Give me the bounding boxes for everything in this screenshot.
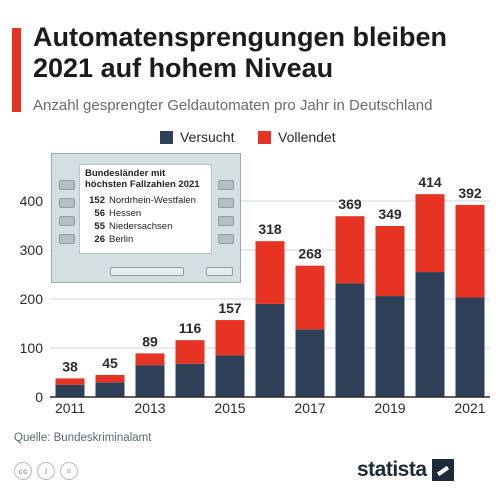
atm-key-left-2 (59, 198, 75, 208)
inset-row: 152 Nordrhein-Westfalen (85, 194, 206, 207)
bar-total-label: 38 (62, 358, 78, 374)
license-icons: cc i = (14, 462, 83, 480)
legend-label-versucht: Versucht (180, 129, 235, 145)
bar-vollendet (95, 374, 125, 383)
legend-swatch-vollendet (258, 130, 271, 144)
bar-total-label: 392 (458, 185, 482, 201)
bar-vollendet (255, 241, 285, 304)
y-tick-label: 400 (20, 193, 44, 209)
bar-total-label: 268 (298, 246, 322, 262)
bar-total-label: 89 (142, 333, 158, 349)
legend-label-vollendet: Vollendet (278, 129, 336, 145)
statista-logo[interactable]: statista (357, 458, 454, 482)
legend-item-versucht: Versucht (160, 129, 234, 145)
x-tick-label: 2017 (294, 400, 325, 416)
bar-vollendet (295, 265, 325, 330)
inset-row: 56 Hessen (85, 207, 206, 220)
atm-key-right-3 (218, 216, 234, 226)
inset-row-value: 26 (94, 234, 105, 245)
bar-versucht (335, 283, 365, 397)
inset-row: 26 Berlin (85, 233, 206, 246)
source-note: Quelle: Bundeskriminalamt (14, 432, 152, 444)
inset-row-label: Hessen (109, 208, 142, 219)
bar-versucht (135, 365, 165, 397)
no-derivatives-icon[interactable]: = (60, 462, 78, 480)
bar-total-label: 157 (218, 300, 242, 316)
bar-vollendet (175, 340, 205, 364)
inset-row-value: 152 (89, 195, 105, 206)
y-tick-label: 100 (20, 340, 44, 356)
bar-vollendet (415, 194, 445, 273)
bar-vollendet (335, 216, 365, 284)
inset-title: Bundesländer mit höchsten Fallzahlen 202… (85, 168, 200, 190)
legend-item-vollendet: Vollendet (258, 129, 336, 145)
y-tick-label: 200 (20, 291, 44, 307)
atm-key-right-1 (218, 180, 234, 190)
bar-vollendet (55, 378, 85, 385)
bar-versucht (175, 363, 205, 397)
atm-receipt-slot (206, 267, 233, 276)
bar-versucht (55, 384, 85, 397)
bar-versucht (255, 303, 285, 397)
inset-row-label: Nordrhein-Westfalen (109, 195, 196, 206)
page-subtitle: Anzahl gesprengter Geldautomaten pro Jah… (33, 97, 433, 114)
inset-row: 55 Niedersachsen (85, 220, 206, 233)
bar-total-label: 45 (102, 355, 118, 371)
atm-key-right-2 (218, 198, 234, 208)
inset-row-label: Niedersachsen (109, 221, 173, 232)
cc-icon[interactable]: cc (14, 462, 32, 480)
atm-card-slot (110, 267, 184, 276)
atm-inset: Bundesländer mit höchsten Fallzahlen 202… (51, 153, 241, 283)
atm-key-left-4 (59, 234, 75, 244)
inset-row-label: Berlin (109, 234, 134, 245)
bar-total-label: 116 (179, 320, 202, 336)
bar-versucht (215, 355, 245, 397)
logo-mark-icon (431, 459, 454, 481)
atm-key-left-3 (59, 216, 75, 226)
bar-total-label: 349 (378, 206, 402, 222)
bar-total-label: 318 (258, 221, 282, 237)
x-tick-label: 2021 (454, 400, 485, 416)
x-tick-label: 2019 (374, 400, 405, 416)
x-tick-label: 2013 (134, 400, 165, 416)
bar-total-label: 414 (418, 174, 442, 190)
bar-vollendet (455, 204, 485, 298)
x-tick-label: 2011 (55, 400, 85, 416)
bar-vollendet (135, 353, 165, 366)
bar-versucht (95, 382, 125, 397)
bar-vollendet (375, 225, 405, 297)
attribution-icon[interactable]: i (37, 462, 55, 480)
page-title: Automatensprengungen bleiben 2021 auf ho… (33, 22, 448, 83)
bar-versucht (295, 329, 325, 397)
accent-bar (12, 28, 21, 112)
inset-row-value: 56 (94, 208, 105, 219)
bar-vollendet (215, 320, 245, 356)
x-tick-label: 2015 (214, 400, 245, 416)
inset-row-value: 55 (94, 221, 105, 232)
bar-versucht (415, 272, 445, 397)
y-tick-label: 300 (20, 242, 44, 258)
atm-key-left-1 (59, 180, 75, 190)
atm-screen: Bundesländer mit höchsten Fallzahlen 202… (79, 164, 212, 254)
bar-total-label: 369 (338, 196, 362, 212)
bar-versucht (455, 297, 485, 397)
bar-versucht (375, 296, 405, 397)
y-tick-label: 0 (35, 389, 43, 405)
logo-text: statista (357, 458, 427, 481)
atm-key-right-4 (218, 234, 234, 244)
legend-swatch-versucht (160, 130, 173, 144)
